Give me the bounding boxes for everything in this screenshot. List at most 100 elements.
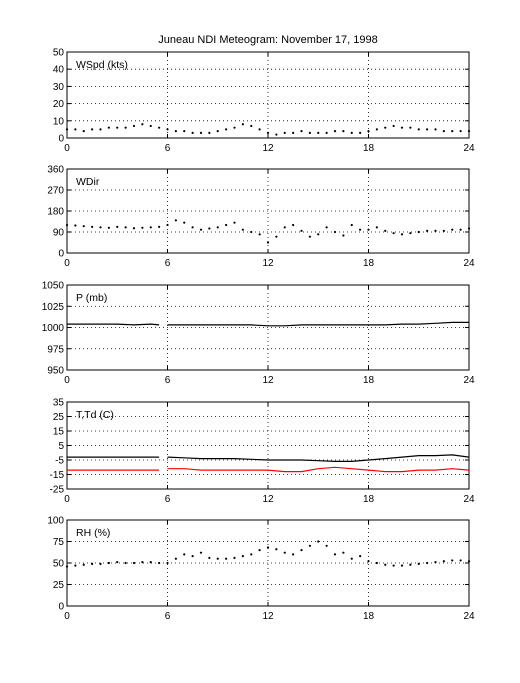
data-point-wspd-0-29: [300, 130, 303, 133]
ytick-label-rh-2: 50: [53, 559, 65, 570]
data-point-wdir-0-26: [275, 235, 278, 238]
plot-frame-wdir: [66, 168, 470, 254]
data-point-wspd-0-24: [258, 128, 261, 131]
data-point-rh-0-31: [317, 540, 320, 543]
data-point-rh-0-21: [233, 556, 236, 559]
data-point-wspd-0-33: [333, 130, 337, 133]
data-point-wdir-0-14: [174, 219, 177, 222]
xtick-label-rh-2: 12: [262, 611, 274, 622]
data-point-wdir-0-0: [65, 223, 69, 227]
data-point-rh-0-10: [149, 561, 152, 564]
data-point-wspd-0-42: [409, 126, 412, 129]
series-temp-dewpoint-1: [67, 466, 470, 473]
data-point-wspd-0-31: [317, 131, 320, 134]
data-point-rh-0-8: [132, 561, 136, 565]
panel-rh: 0 25 50 75 100 0 6 12 18 24 RH (%): [47, 516, 475, 623]
series-wspd-0: [65, 123, 471, 136]
data-point-wdir-0-33: [333, 230, 337, 234]
data-point-wspd-0-46: [442, 130, 445, 133]
data-point-rh-0-22: [241, 555, 244, 558]
xtick-label-temp-dewpoint-4: 24: [463, 494, 475, 505]
data-point-wdir-0-5: [107, 226, 110, 229]
data-point-rh-0-23: [250, 553, 253, 556]
ytick-label-pressure-2: 1000: [42, 323, 65, 334]
data-point-wdir-0-9: [141, 226, 144, 229]
series-line-temp-dewpoint-1-1: [167, 466, 470, 473]
data-point-rh-0-39: [384, 563, 387, 566]
data-point-rh-0-27: [283, 551, 286, 554]
ytick-label-temp-dewpoint-6: 35: [53, 398, 65, 409]
data-point-wspd-0-48: [459, 130, 462, 133]
xtick-label-temp-dewpoint-2: 12: [262, 494, 274, 505]
data-point-wdir-0-4: [99, 226, 102, 229]
data-point-wdir-0-27: [283, 226, 286, 229]
data-point-rh-0-38: [375, 561, 378, 565]
ytick-label-rh-0: 0: [58, 602, 64, 613]
data-point-wdir-0-8: [132, 227, 136, 230]
data-point-rh-0-41: [400, 564, 404, 567]
series-line-temp-dewpoint-0-1: [167, 454, 470, 462]
data-point-rh-0-0: [65, 565, 69, 568]
data-point-rh-0-36: [359, 555, 362, 558]
ytick-label-pressure-4: 1050: [42, 281, 65, 292]
data-point-wspd-0-5: [107, 126, 110, 129]
panel-label-wspd: WSpd (kts): [76, 59, 128, 71]
data-point-wspd-0-1: [74, 128, 77, 131]
series-wdir-0: [65, 219, 471, 244]
plot-frame-rh: [66, 519, 470, 607]
series-line-pressure-0-1: [167, 321, 469, 327]
xtick-label-pressure-1: 6: [165, 375, 171, 386]
xtick-label-wspd-1: 6: [165, 143, 171, 154]
data-point-wdir-0-13: [166, 223, 169, 227]
data-point-wspd-0-43: [417, 128, 420, 131]
xtick-label-pressure-4: 24: [463, 375, 475, 386]
data-point-rh-0-47: [451, 559, 454, 562]
data-point-wdir-0-20: [225, 223, 228, 227]
data-point-wspd-0-45: [434, 128, 437, 131]
data-point-wspd-0-35: [350, 131, 353, 134]
data-point-rh-0-20: [225, 557, 228, 560]
ytick-label-wdir-1: 90: [53, 228, 65, 239]
data-point-wdir-0-32: [325, 226, 328, 229]
ytick-label-wdir-2: 180: [47, 207, 64, 218]
xtick-label-wspd-4: 24: [463, 143, 475, 154]
data-point-wdir-0-37: [367, 228, 370, 231]
data-point-wdir-0-34: [342, 234, 345, 237]
data-point-rh-0-5: [107, 561, 110, 565]
data-point-rh-0-2: [82, 563, 85, 566]
ytick-label-wspd-2: 20: [53, 99, 65, 110]
xtick-label-wdir-4: 24: [463, 258, 475, 269]
data-point-wspd-0-30: [308, 131, 311, 134]
ytick-label-wspd-0: 0: [58, 134, 64, 145]
data-point-rh-0-11: [158, 561, 161, 565]
data-point-wdir-0-6: [116, 225, 119, 228]
data-point-wdir-0-17: [199, 228, 203, 231]
data-point-wdir-0-28: [292, 223, 295, 227]
xtick-label-pressure-3: 18: [363, 375, 375, 386]
ytick-label-pressure-3: 1025: [42, 302, 65, 313]
xtick-label-temp-dewpoint-3: 18: [363, 494, 375, 505]
xtick-label-temp-dewpoint-1: 6: [165, 494, 171, 505]
data-point-wspd-0-18: [208, 131, 211, 134]
data-point-rh-0-25: [266, 546, 270, 549]
data-point-wdir-0-44: [426, 229, 429, 232]
data-point-rh-0-48: [459, 559, 462, 562]
data-point-wspd-0-44: [426, 128, 429, 131]
xtick-label-rh-1: 6: [165, 611, 171, 622]
data-point-rh-0-44: [426, 561, 429, 565]
ytick-label-rh-1: 25: [53, 580, 65, 591]
data-point-rh-0-17: [199, 551, 203, 554]
data-point-wspd-0-23: [250, 124, 253, 128]
data-point-wdir-0-45: [434, 229, 437, 232]
ytick-label-rh-4: 100: [47, 516, 64, 527]
data-point-rh-0-4: [99, 562, 102, 565]
data-point-wspd-0-16: [191, 131, 194, 134]
ytick-label-rh-3: 75: [53, 537, 65, 548]
data-point-wspd-0-3: [91, 128, 94, 131]
data-point-wspd-0-13: [166, 128, 169, 131]
ytick-label-wspd-5: 50: [53, 48, 65, 59]
xtick-label-wspd-3: 18: [363, 143, 375, 154]
ytick-label-temp-dewpoint-0: -25: [50, 485, 65, 496]
data-point-wdir-0-46: [442, 229, 445, 232]
data-point-wspd-0-6: [116, 126, 119, 129]
